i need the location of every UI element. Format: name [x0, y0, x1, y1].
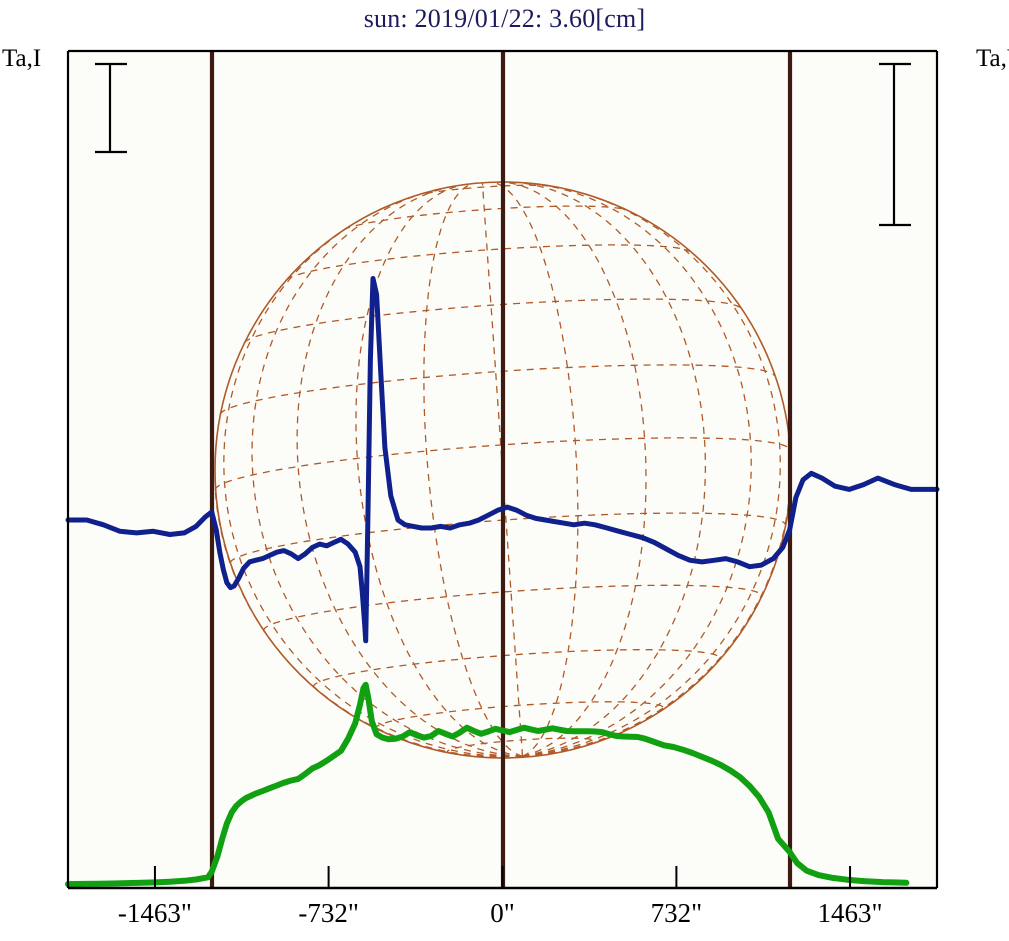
solar-grid-line: [522, 449, 792, 757]
solar-grid-line: [214, 437, 791, 491]
solar-grid-line: [243, 298, 742, 344]
stokes-v-curve: [65, 276, 940, 644]
solar-grid-line: [223, 204, 523, 758]
solar-grid-line: [296, 185, 523, 757]
stokes-i-curve: [65, 681, 910, 888]
solar-grid-line: [490, 181, 579, 757]
solar-grid-line: [219, 364, 776, 415]
solar-grid-line: [510, 181, 707, 757]
solar-grid-line: [375, 701, 665, 731]
solar-grid-line: [263, 584, 762, 632]
left-axis-label: Ta,I: [2, 45, 42, 72]
x-tick-label: -1463": [117, 898, 192, 928]
solar-grid-line: [251, 188, 523, 757]
solar-grid-line: [343, 205, 627, 231]
solar-grid-line: [522, 191, 781, 757]
left-scalebar: [95, 62, 127, 154]
limb-marker-lines: [209, 51, 793, 888]
solar-grid-line: [481, 182, 524, 757]
right-scalebar: [879, 62, 911, 227]
page-title: sun: 2019/01/22: 3.60[cm]: [363, 4, 646, 33]
x-tick-label: 0": [490, 898, 515, 928]
x-tick-label: 732": [650, 898, 703, 928]
solar-grid-line: [522, 182, 752, 757]
x-axis-ticks: [153, 866, 852, 888]
solar-grid-line: [412, 184, 553, 197]
solar-grid-line: [312, 649, 721, 689]
right-axis-label: Ta,V: [976, 45, 1009, 72]
x-tick-label-row: -1463" -732" 0" 732" 1463": [0, 898, 1009, 941]
x-tick-label: 1463": [817, 898, 883, 928]
solar-disk-grid: [214, 181, 792, 759]
solar-grid-line: [497, 181, 647, 757]
x-tick-label: -732": [298, 898, 359, 928]
solar-grid-line: [423, 182, 523, 757]
solar-grid-line: [355, 183, 523, 757]
